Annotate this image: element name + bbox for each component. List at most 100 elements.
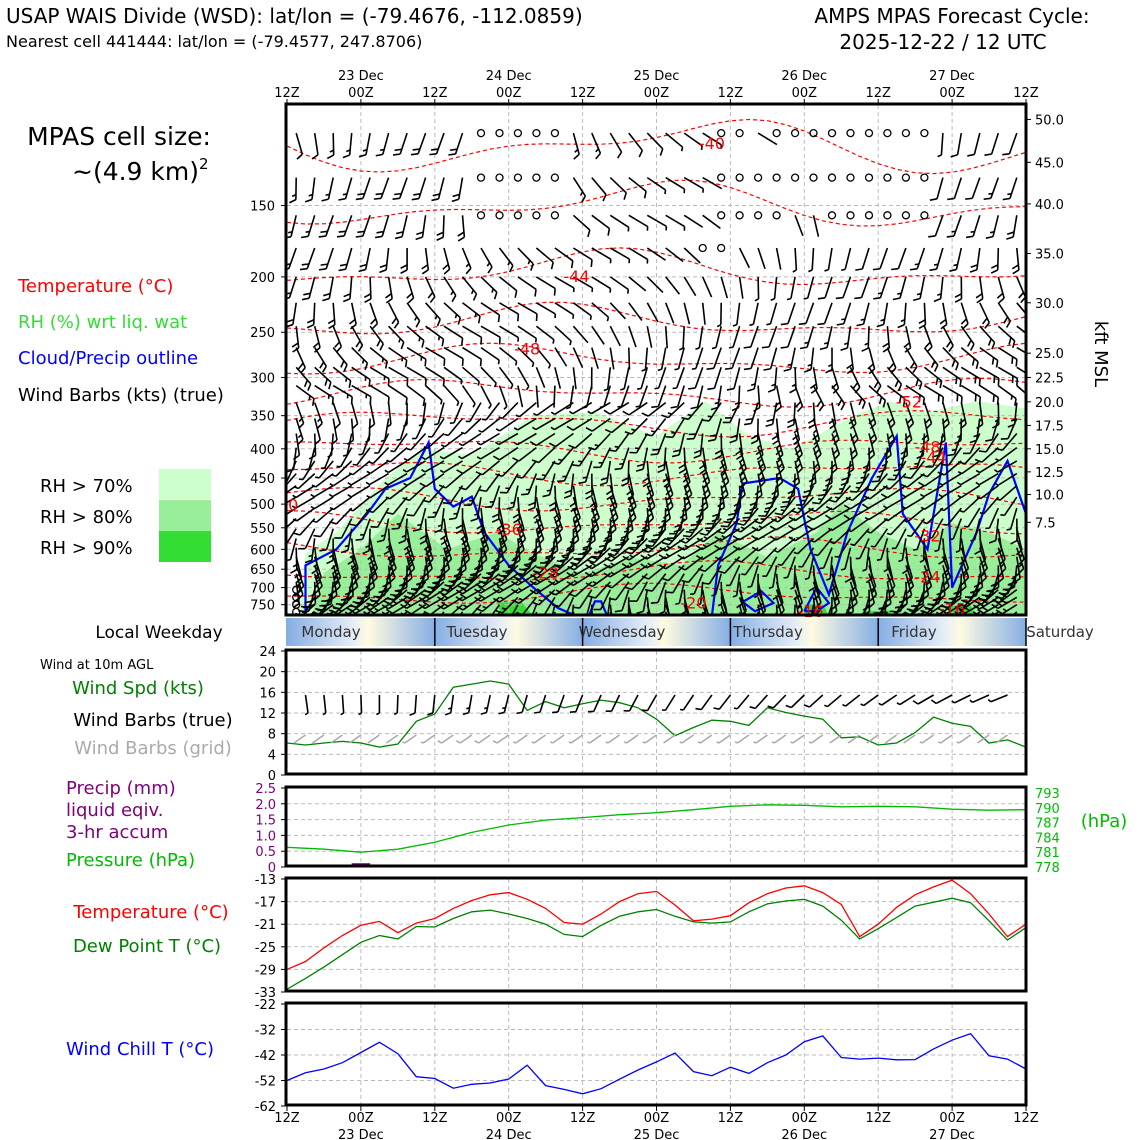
upper-wind-barb: [855, 538, 870, 560]
barb-staff: [831, 402, 837, 425]
barb-half-feather: [460, 431, 466, 435]
barb-staff: [923, 325, 933, 348]
upper-wind-barb: [495, 173, 504, 182]
barb-staff: [976, 247, 981, 270]
barb-half-feather: [536, 588, 542, 592]
upper-wind-barb: [665, 176, 686, 194]
upper-wind-barb: [804, 347, 815, 373]
upper-wind-barb: [947, 177, 963, 201]
barb-staff: [406, 325, 425, 342]
barb-staff: [651, 418, 667, 437]
barb-staff: [297, 604, 316, 616]
barb-staff: [664, 460, 671, 483]
upper-wind-barb: [864, 211, 874, 220]
barb-staff: [646, 694, 658, 711]
barb-feather: [796, 453, 803, 461]
upper-wind-barb: [791, 496, 815, 514]
barb-feather: [304, 559, 313, 564]
upper-wind-barb: [287, 507, 297, 521]
upper-wind-barb: [406, 302, 421, 328]
barb-half-feather: [771, 383, 776, 387]
upper-wind-barb: [292, 585, 301, 594]
barb-feather: [385, 293, 392, 299]
upper-wind-barb: [439, 460, 463, 474]
upper-wind-barb: [847, 517, 870, 533]
barb-staff: [757, 589, 767, 611]
barb-staff: [384, 418, 390, 441]
barb-staff: [757, 447, 767, 469]
upper-wind-barb: [696, 581, 704, 606]
temperature-contour-label: -40: [699, 134, 725, 153]
upper-wind-barb: [385, 484, 408, 500]
barb-staff: [332, 325, 343, 347]
barb-staff: [775, 385, 782, 408]
barb-staff: [313, 573, 321, 596]
upper-wind-barb: [629, 581, 649, 602]
barb-half-feather: [448, 586, 454, 590]
barb-half-feather: [893, 610, 898, 614]
barb-half-feather: [534, 338, 538, 343]
upper-wind-barb: [542, 473, 556, 498]
barb-staff: [651, 528, 667, 547]
barb-staff: [398, 507, 408, 529]
barb-staff: [812, 517, 833, 531]
barb-staff: [417, 132, 427, 155]
barb-feather: [769, 535, 777, 541]
barb-staff: [369, 556, 378, 578]
pressure-tick-label: 400: [250, 443, 275, 458]
barb-staff: [775, 473, 779, 496]
barb-staff: [899, 694, 916, 706]
upper-wind-barb: [783, 347, 796, 372]
barb-staff: [434, 496, 445, 518]
calm-circle: [772, 173, 781, 182]
barb-feather: [385, 608, 393, 615]
barb-half-feather: [470, 574, 475, 577]
barb-feather: [478, 594, 486, 600]
barb-staff: [406, 366, 427, 380]
barb-staff: [835, 485, 852, 503]
barb-half-feather: [705, 529, 711, 533]
barb-half-feather: [449, 422, 455, 424]
barb-half-feather: [510, 501, 515, 505]
upper-wind-barb: [695, 326, 704, 350]
barb-staff: [664, 694, 676, 711]
barb-staff: [442, 215, 445, 238]
barb-half-feather: [834, 496, 840, 500]
upper-wind-barb: [475, 573, 500, 588]
temperature-contour-label: -48: [514, 339, 540, 358]
barb-staff: [607, 734, 620, 744]
barb-feather: [677, 545, 685, 551]
barb-half-feather: [937, 741, 942, 744]
surface-wind-barb-true: [662, 694, 676, 712]
barb-feather: [422, 398, 426, 407]
barb-feather: [616, 151, 623, 159]
barb-staff: [389, 589, 408, 605]
barb-half-feather: [691, 367, 697, 370]
barb-feather: [287, 558, 291, 562]
barb-half-feather: [650, 430, 656, 433]
barb-feather: [448, 517, 457, 521]
height-tick-label: 22.5: [1035, 371, 1064, 386]
upper-wind-barb: [856, 460, 870, 485]
barb-staff: [288, 247, 297, 269]
barb-feather: [512, 513, 520, 519]
barb-half-feather: [494, 441, 500, 446]
barb-staff: [753, 367, 759, 390]
surface-wind-barb-grid: [623, 734, 639, 744]
barb-half-feather: [348, 508, 354, 512]
barb-feather: [456, 605, 464, 611]
barb-staff: [899, 276, 907, 299]
pressure-tick-label: 250: [250, 326, 275, 341]
barb-staff: [609, 496, 619, 519]
barb-feather: [585, 489, 593, 495]
barb-half-feather: [401, 534, 407, 538]
calm-circle: [809, 128, 818, 138]
upper-wind-barb: [786, 402, 796, 429]
barb-feather: [743, 346, 751, 349]
upper-wind-barb: [438, 472, 464, 489]
upper-wind-barb: [529, 432, 556, 447]
barb-half-feather: [346, 394, 349, 399]
barb-half-feather: [352, 463, 357, 466]
upper-wind-barb: [386, 446, 408, 463]
barb-half-feather: [358, 453, 363, 456]
